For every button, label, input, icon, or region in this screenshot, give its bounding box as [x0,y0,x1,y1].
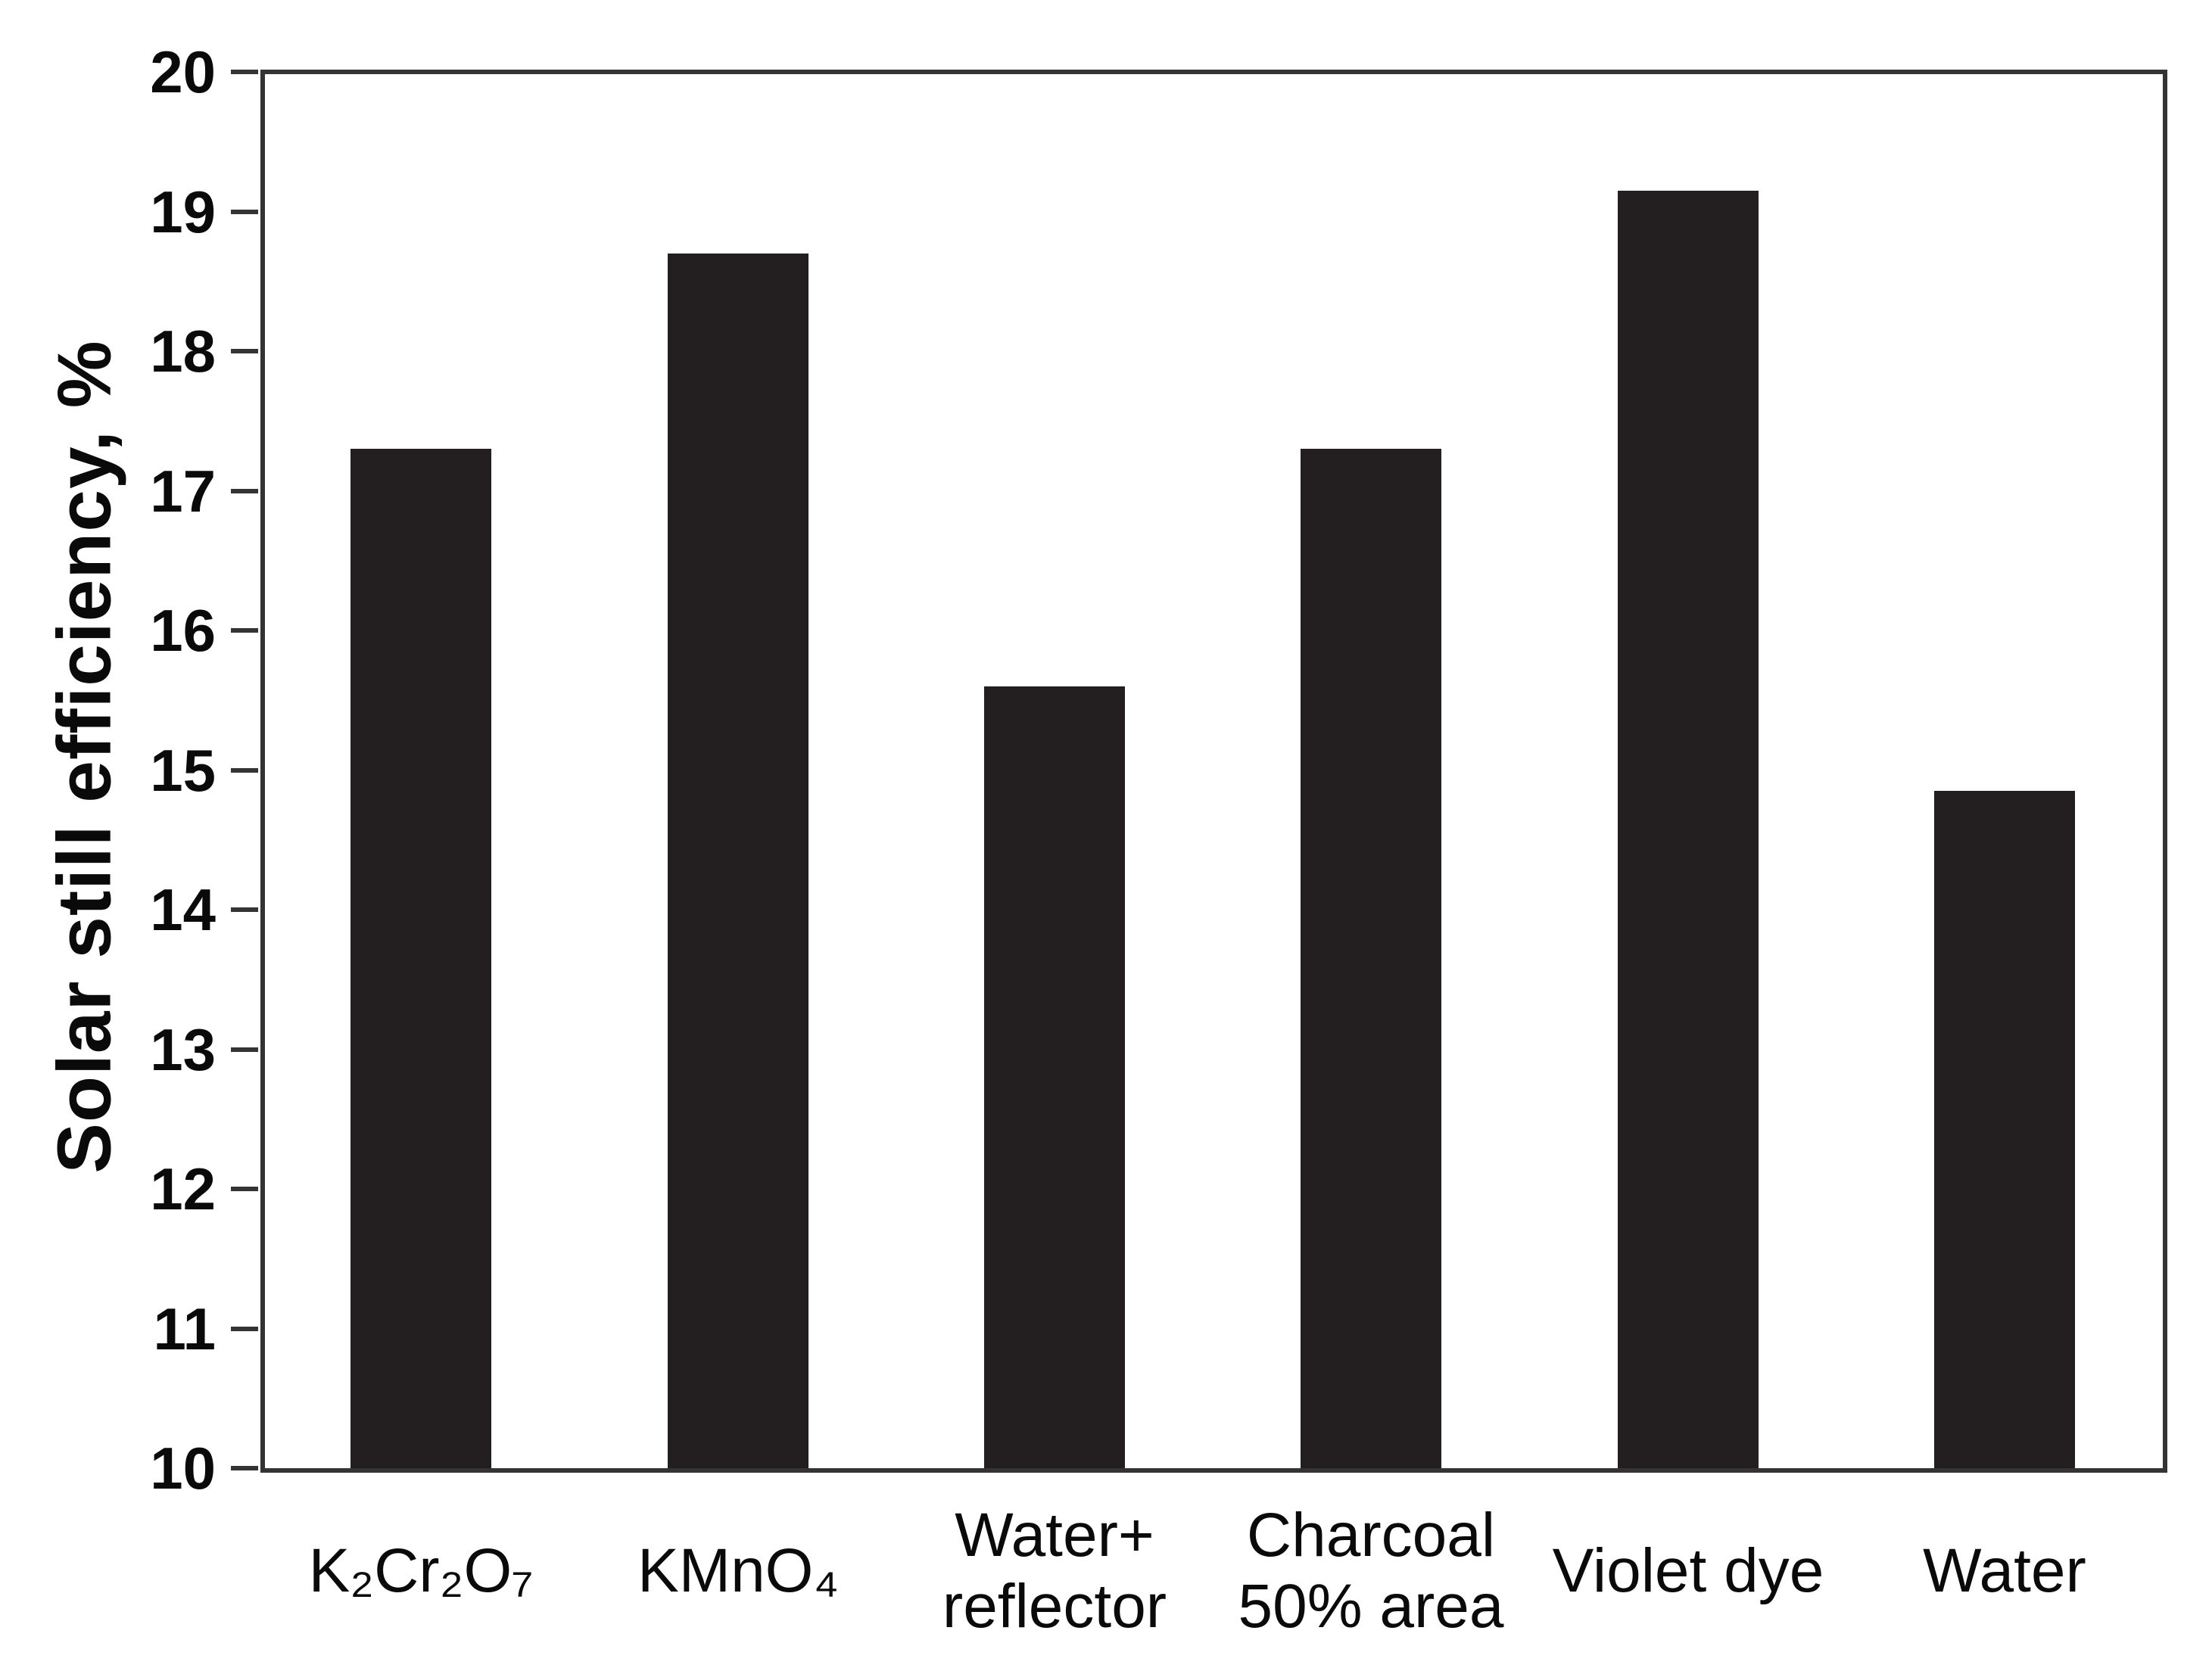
x-category-label-line: K₂Cr₂O₇ [308,1536,534,1605]
y-axis-tick [231,767,258,773]
x-category-label-line: Violet dye [1552,1536,1824,1605]
x-category-label: KMnO₄ [541,1497,935,1645]
y-axis-tick [231,1326,258,1331]
bar-3 [984,686,1125,1468]
y-tick-label: 20 [150,39,216,105]
y-tick-label: 14 [150,876,216,943]
plot-area [260,70,2167,1473]
y-tick-label: 18 [150,318,216,384]
x-category-label-line: reflector [942,1571,1167,1641]
bar-6 [1934,791,2075,1468]
y-tick-label: 16 [150,597,216,664]
bar-1 [350,449,491,1468]
y-axis-tick [231,209,258,214]
bar-5 [1618,191,1759,1468]
x-category-label: K₂Cr₂O₇ [224,1497,618,1645]
y-axis-tick [231,628,258,633]
x-category-label: Charcoal 50% area [1174,1497,1568,1645]
bar-4 [1301,449,1441,1468]
x-category-label-line: Water+ [955,1500,1154,1570]
y-axis-tick [231,1187,258,1191]
y-axis-tick [231,907,258,912]
x-category-label: Water+ reflector [858,1497,1251,1645]
x-category-label-line: Charcoal [1246,1500,1496,1570]
y-axis-tick [231,1047,258,1052]
x-category-label-line: 50% area [1238,1571,1504,1641]
bar-2 [668,254,808,1468]
y-axis-tick [231,1466,258,1470]
y-tick-label: 19 [150,178,216,245]
x-category-label-line: KMnO₄ [637,1536,839,1605]
y-tick-label: 10 [150,1435,216,1501]
y-tick-label: 13 [150,1016,216,1083]
x-category-label: Violet dye [1491,1497,1885,1645]
y-axis-tick [231,488,258,493]
x-category-label: Water [1808,1497,2201,1645]
x-category-label-line: Water [1923,1536,2086,1605]
y-tick-label: 11 [153,1295,216,1362]
y-tick-label: 12 [150,1156,216,1222]
y-tick-label: 17 [150,457,216,524]
y-axis-tick [231,349,258,353]
y-tick-label: 15 [150,736,216,804]
y-axis-tick [231,70,258,74]
